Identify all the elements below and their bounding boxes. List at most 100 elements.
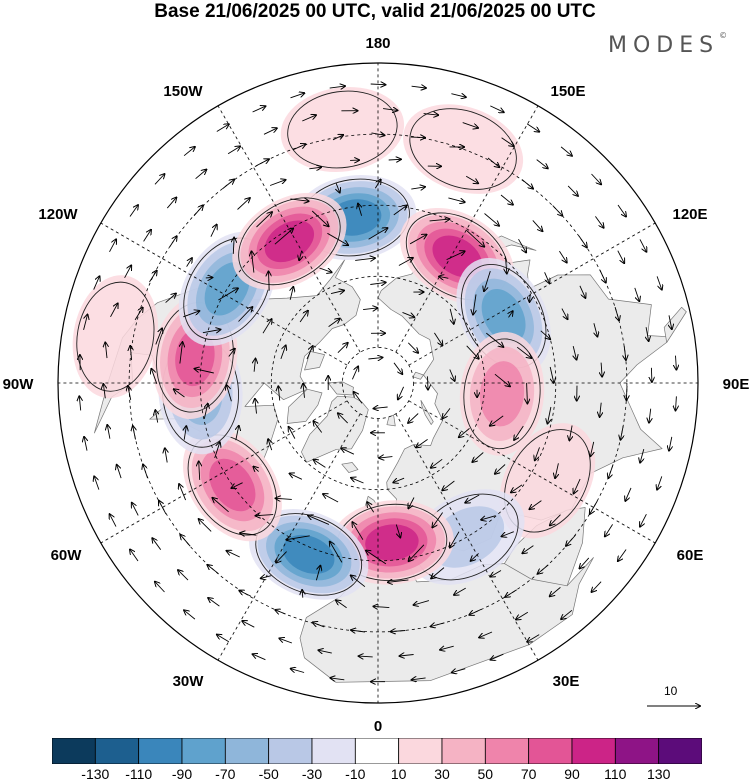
wind-arrow <box>107 425 110 439</box>
wind-arrow <box>538 564 549 574</box>
wind-arrow <box>218 288 238 301</box>
wind-arrow <box>256 212 273 228</box>
wind-arrow <box>286 535 310 540</box>
wind-arrow <box>442 480 455 490</box>
wind-arrow <box>450 531 460 548</box>
wind-arrow <box>227 385 232 402</box>
wind-arrow <box>124 266 132 279</box>
wind-arrow <box>262 319 272 334</box>
wind-arrow <box>580 557 590 569</box>
wind-arrow <box>308 516 330 525</box>
wind-arrow <box>579 285 586 298</box>
wind-arrow <box>195 369 214 374</box>
wind-arrow <box>416 439 428 447</box>
wind-arrow <box>359 656 373 657</box>
wind-arrow <box>676 355 677 370</box>
land-greenland <box>301 395 369 463</box>
wind-arrow <box>442 408 451 418</box>
anomaly-contour <box>72 275 159 399</box>
wind-arrow <box>408 413 419 423</box>
wind-arrow <box>472 452 484 463</box>
wind-arrow <box>130 550 139 562</box>
wind-arrow <box>314 460 326 468</box>
wind-arrow <box>439 276 449 278</box>
wind-arrow <box>410 137 425 138</box>
wind-arrow <box>351 630 365 632</box>
wind-arrow <box>495 464 506 474</box>
wind-arrow <box>590 500 598 514</box>
anomaly-contour <box>365 524 419 561</box>
land-svalbard <box>386 414 396 427</box>
wind-arrow <box>352 522 364 540</box>
wind-arrow <box>484 213 500 226</box>
longitude-label-90w: 90W <box>2 376 34 393</box>
wind-arrow <box>479 631 493 638</box>
wind-arrow <box>130 346 131 361</box>
wind-arrow <box>466 230 485 246</box>
longitude-label-180: 180 <box>365 35 391 52</box>
wind-arrow <box>117 465 122 479</box>
wind-arrow <box>412 678 426 680</box>
wind-arrow <box>395 524 400 538</box>
wind-arrow <box>409 235 426 245</box>
colorbar-swatch <box>658 738 702 764</box>
wind-arrow <box>608 464 614 478</box>
colorbar-tick-label: 130 <box>647 766 671 782</box>
wind-arrow <box>530 293 531 302</box>
wind-arrow <box>253 654 266 661</box>
wind-arrow <box>544 272 550 283</box>
wind-arrow <box>618 549 627 562</box>
wind-arrow <box>366 551 387 565</box>
wind-arrow <box>303 384 305 398</box>
wind-arrow <box>155 582 165 593</box>
colorbar-tick-label: -50 <box>258 766 279 782</box>
wind-arrow <box>561 609 573 619</box>
streamline <box>287 90 398 169</box>
wind-arrow <box>370 84 386 85</box>
wind-arrow <box>208 598 220 607</box>
wind-arrow <box>374 407 388 409</box>
wind-arrow <box>502 531 514 537</box>
parallel-line <box>341 346 414 419</box>
wind-arrow <box>227 551 240 558</box>
wind-arrow <box>370 282 385 284</box>
wind-arrow <box>407 342 418 353</box>
wind-arrow <box>210 225 217 237</box>
wind-arrow <box>217 635 230 643</box>
wind-arrow <box>236 426 239 441</box>
wind-arrow <box>227 146 240 155</box>
wind-arrow <box>449 369 455 381</box>
wind-arrow <box>527 634 540 642</box>
colorbar-tick-label: -70 <box>215 766 236 782</box>
wind-arrow <box>338 413 349 424</box>
colorbar-swatch <box>138 738 183 764</box>
wind-arrow <box>143 465 148 479</box>
colorbar-swatch <box>181 738 226 764</box>
colorbar-tick-label: 90 <box>564 766 580 782</box>
longitude-label-150e: 150E <box>550 83 586 100</box>
wind-arrow <box>180 342 183 364</box>
wind-arrow <box>309 167 321 169</box>
wind-arrow <box>110 514 117 527</box>
wind-arrow <box>640 448 644 463</box>
wind-arrow <box>94 476 100 490</box>
wind-arrow <box>255 399 257 414</box>
wind-arrow <box>237 198 250 210</box>
wind-arrow <box>315 566 320 581</box>
longitude-label-120e: 120E <box>672 206 708 223</box>
wind-arrow <box>155 410 157 423</box>
wind-arrow <box>275 610 286 614</box>
wind-arrow <box>128 386 131 400</box>
wind-arrow <box>451 94 465 98</box>
wind-arrow <box>83 315 88 331</box>
land-arabia <box>504 507 586 587</box>
wind-arrow <box>374 180 380 189</box>
wind-arrow <box>368 358 382 360</box>
wind-arrow <box>573 345 576 360</box>
wind-arrow <box>169 236 177 248</box>
wind-arrow <box>314 421 323 433</box>
wind-arrow <box>207 565 219 575</box>
wind-arrow <box>578 235 587 248</box>
wind-arrow <box>501 137 514 146</box>
